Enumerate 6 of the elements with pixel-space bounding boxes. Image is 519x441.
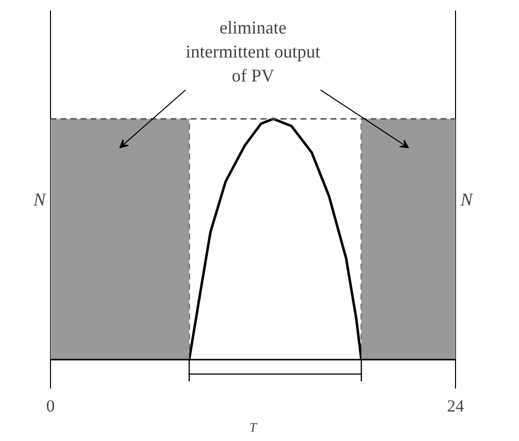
x-tick-label: 24	[447, 396, 464, 416]
x-tick-label: 0	[46, 396, 55, 416]
x-axis-title: T	[249, 420, 258, 434]
text: eliminate intermittent output of PV	[186, 18, 320, 86]
y2-axis-title: N	[460, 190, 474, 210]
y-axis-title: N	[32, 190, 46, 210]
